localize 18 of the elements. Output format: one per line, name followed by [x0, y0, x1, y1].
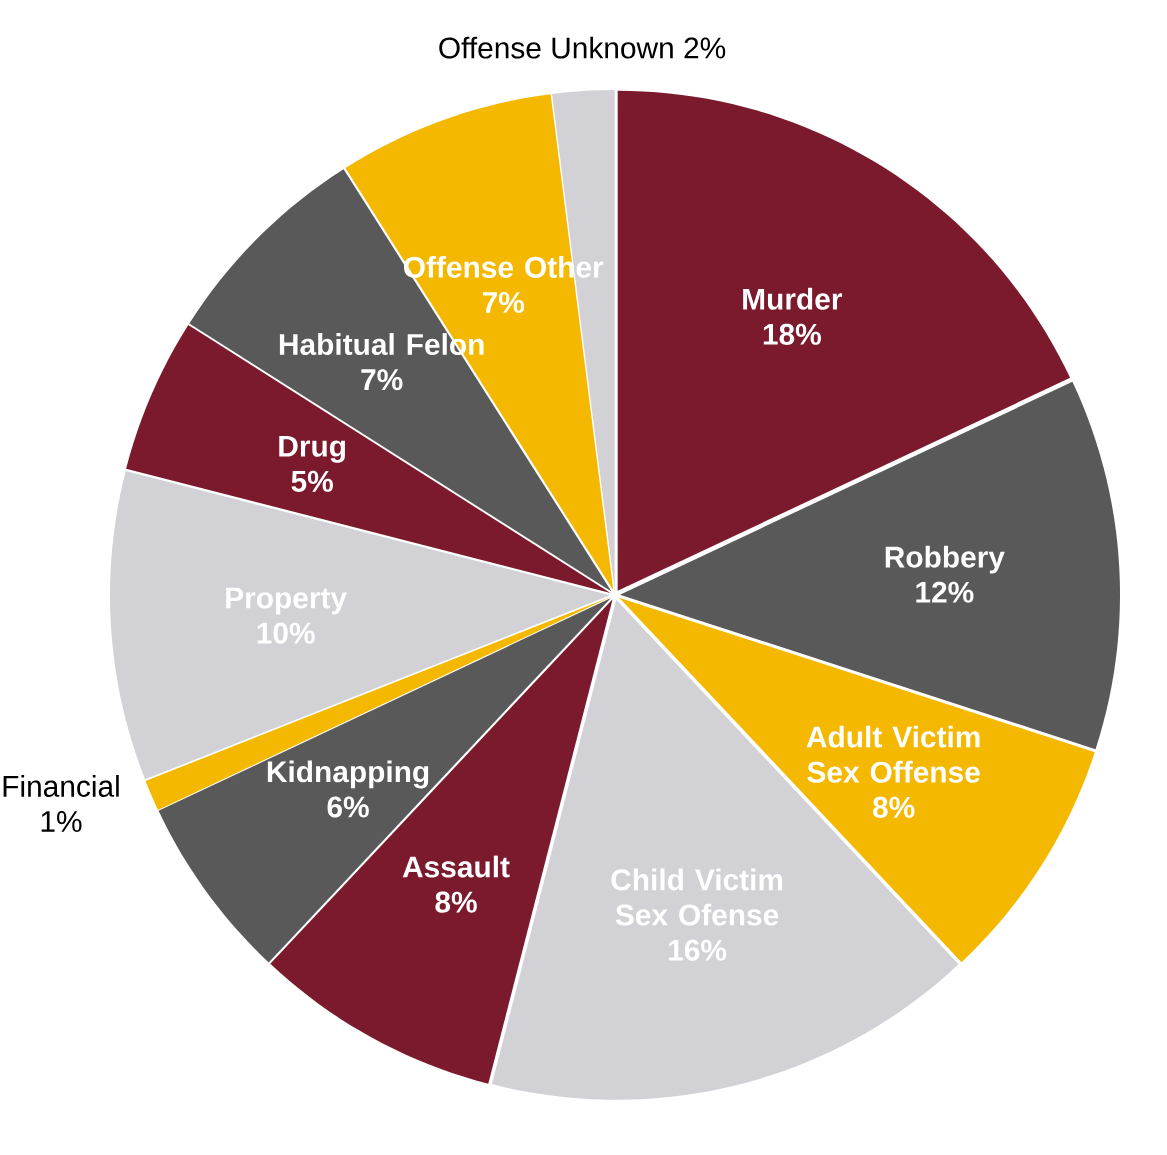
- slice-label: Robbery: [885, 545, 1005, 574]
- data-label: 12%: [916, 581, 974, 603]
- data-label: 18%: [763, 323, 821, 345]
- slice-label: Drug: [279, 435, 345, 463]
- slice-label: Adult Victim Sex Offense: [806, 725, 980, 783]
- data-label: 8%: [435, 891, 477, 913]
- slice-label: Offense Unknown: [439, 36, 673, 59]
- data-label: 2%: [684, 37, 726, 59]
- slice-label: Murder: [743, 287, 843, 310]
- slice-label: Kidnapping: [267, 760, 429, 789]
- slice-label: Financial: [3, 774, 119, 797]
- data-label: 8%: [872, 796, 915, 818]
- data-label: 7%: [482, 291, 525, 313]
- data-label: 1%: [41, 811, 82, 832]
- data-label: 5%: [291, 470, 333, 492]
- data-label: 7%: [361, 369, 403, 391]
- data-label: 6%: [327, 796, 369, 818]
- slice-label: Assault: [402, 855, 510, 878]
